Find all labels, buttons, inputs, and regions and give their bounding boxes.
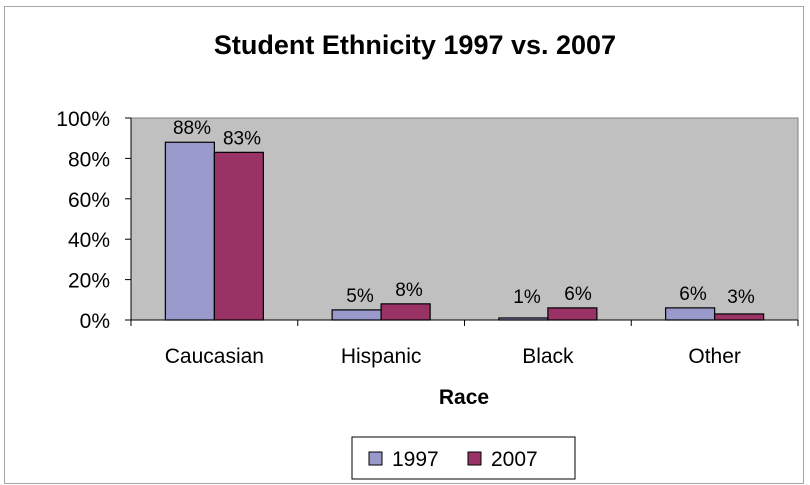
bar-2007-black xyxy=(547,307,598,321)
bar-1997-black xyxy=(498,317,549,321)
y-tick-label: 20% xyxy=(68,270,110,293)
bar-2007-hispanic xyxy=(380,303,431,321)
legend-label-2007: 2007 xyxy=(491,448,538,471)
bar-2007-other xyxy=(714,313,765,321)
bar-1997-caucasian xyxy=(164,141,215,321)
legend-swatch-2007 xyxy=(467,451,482,466)
category-label: Other xyxy=(688,345,741,368)
bar-1997-other xyxy=(665,307,716,321)
y-tick-label: 0% xyxy=(80,310,110,333)
data-label: 6% xyxy=(679,284,707,305)
data-label: 6% xyxy=(564,284,592,305)
data-label: 8% xyxy=(395,280,423,301)
chart-title: Student Ethnicity 1997 vs. 2007 xyxy=(214,30,616,60)
y-tick-label: 60% xyxy=(68,189,110,212)
bar-1997-hispanic xyxy=(331,309,382,321)
data-label: 5% xyxy=(346,286,374,307)
legend-swatch-1997 xyxy=(368,451,383,466)
y-tick-label: 40% xyxy=(68,229,110,252)
bar-2007-caucasian xyxy=(213,151,264,321)
category-label: Black xyxy=(522,345,574,368)
legend-box xyxy=(351,436,576,480)
category-label: Hispanic xyxy=(341,345,422,368)
legend-label-1997: 1997 xyxy=(392,448,439,471)
data-label: 1% xyxy=(513,287,541,308)
data-label: 88% xyxy=(173,118,211,139)
plot-area: 0% 20% 40% 60% 80% 100% Caucasian 88% 83% Hispani… xyxy=(56,108,799,368)
data-label: 3% xyxy=(727,287,755,308)
x-axis-label: Race xyxy=(439,386,489,409)
data-label: 83% xyxy=(223,128,261,149)
y-tick-label: 100% xyxy=(56,108,110,131)
legend: 1997 2007 xyxy=(351,436,576,480)
category-label: Caucasian xyxy=(165,345,264,368)
y-tick-label: 80% xyxy=(68,148,110,171)
